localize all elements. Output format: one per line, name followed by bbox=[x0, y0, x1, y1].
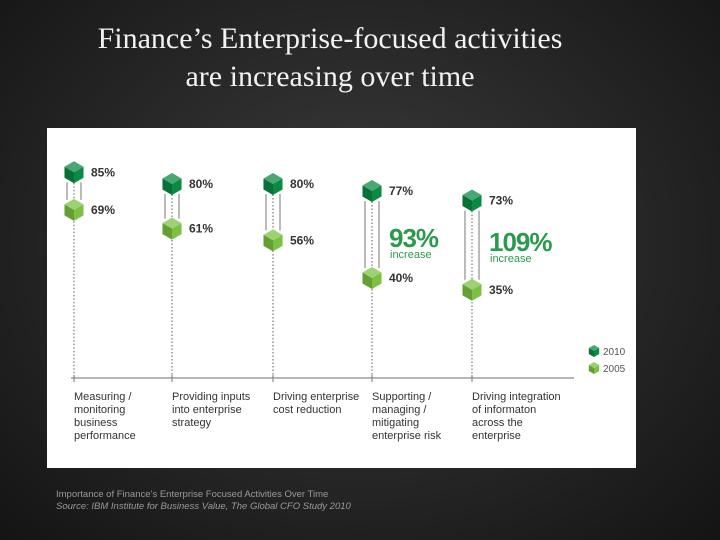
point-2005-3 bbox=[263, 229, 283, 252]
category-label-2: Providing inputs into enterprise strategy bbox=[172, 391, 251, 429]
label-2010-2: 80% bbox=[189, 177, 213, 191]
category-label-line: enterprise bbox=[472, 430, 521, 442]
category-label-line: managing / bbox=[372, 404, 427, 416]
caption-title: Importance of Finance’s Enterprise Focus… bbox=[56, 489, 329, 500]
category-label-line: monitoring bbox=[74, 404, 125, 416]
category-label-line: Driving integration bbox=[472, 391, 561, 403]
point-2010-4 bbox=[362, 180, 382, 203]
category-label-line: Driving enterprise bbox=[273, 391, 359, 403]
increase-value-4: 93% bbox=[389, 223, 439, 253]
legend-marker-2010 bbox=[588, 345, 600, 357]
category-label-line: cost reduction bbox=[273, 404, 341, 416]
label-2005-2: 61% bbox=[189, 222, 213, 236]
point-2005-2 bbox=[162, 217, 182, 240]
slide-title-line-2: are increasing over time bbox=[185, 60, 475, 93]
category-label-line: strategy bbox=[172, 417, 212, 429]
caption-source: Source: IBM Institute for Business Value… bbox=[56, 501, 351, 512]
point-2005-5 bbox=[462, 278, 482, 301]
label-2005-4: 40% bbox=[389, 271, 413, 285]
category-label-line: mitigating bbox=[372, 417, 419, 429]
category-label-5: Driving integration of informaton across t… bbox=[472, 391, 561, 442]
slide-title: Finance’s Enterprise-focused activities … bbox=[0, 20, 660, 96]
dumbbell-chart: 85% 69% Measuring / monitoring business perfo… bbox=[64, 161, 626, 442]
slide-title-line-1: Finance’s Enterprise-focused activities bbox=[97, 22, 563, 55]
legend-label-2005: 2005 bbox=[603, 364, 626, 375]
increase-word-5: increase bbox=[490, 253, 532, 265]
legend-label-2010: 2010 bbox=[603, 347, 626, 358]
point-2010-2 bbox=[162, 173, 182, 195]
label-2005-3: 56% bbox=[290, 233, 314, 247]
point-2010-5 bbox=[462, 189, 482, 212]
increase-word-4: increase bbox=[390, 249, 432, 261]
category-label-line: Measuring / bbox=[74, 391, 132, 403]
legend-marker-2005 bbox=[588, 362, 600, 374]
label-2010-1: 85% bbox=[91, 165, 115, 179]
point-2010-1 bbox=[64, 161, 84, 184]
category-label-line: Providing inputs bbox=[172, 391, 251, 403]
category-label-line: business bbox=[74, 417, 118, 429]
chart-panel: 85% 69% Measuring / monitoring business perfo… bbox=[47, 128, 636, 468]
category-label-3: Driving enterprise cost reduction bbox=[273, 391, 359, 416]
point-2005-1 bbox=[64, 198, 84, 221]
category-label-line: performance bbox=[74, 430, 136, 442]
label-2010-5: 73% bbox=[489, 193, 513, 207]
chart-caption: Importance of Finance’s Enterprise Focus… bbox=[56, 489, 656, 513]
point-2005-4 bbox=[362, 267, 382, 289]
label-2005-1: 69% bbox=[91, 203, 115, 217]
category-label-line: across the bbox=[472, 417, 523, 429]
category-label-line: of informaton bbox=[472, 404, 536, 416]
point-2010-3 bbox=[263, 173, 283, 195]
label-2010-4: 77% bbox=[389, 184, 413, 198]
label-2010-3: 80% bbox=[290, 177, 314, 191]
category-label-line: Supporting / bbox=[372, 391, 432, 403]
category-label-line: into enterprise bbox=[172, 404, 242, 416]
category-label-1: Measuring / monitoring business performance bbox=[74, 391, 136, 442]
category-label-4: Supporting / managing / mitigating enterpri… bbox=[372, 391, 442, 442]
increase-value-5: 109% bbox=[489, 227, 552, 257]
label-2005-5: 35% bbox=[489, 283, 513, 297]
category-label-line: enterprise risk bbox=[372, 430, 442, 442]
